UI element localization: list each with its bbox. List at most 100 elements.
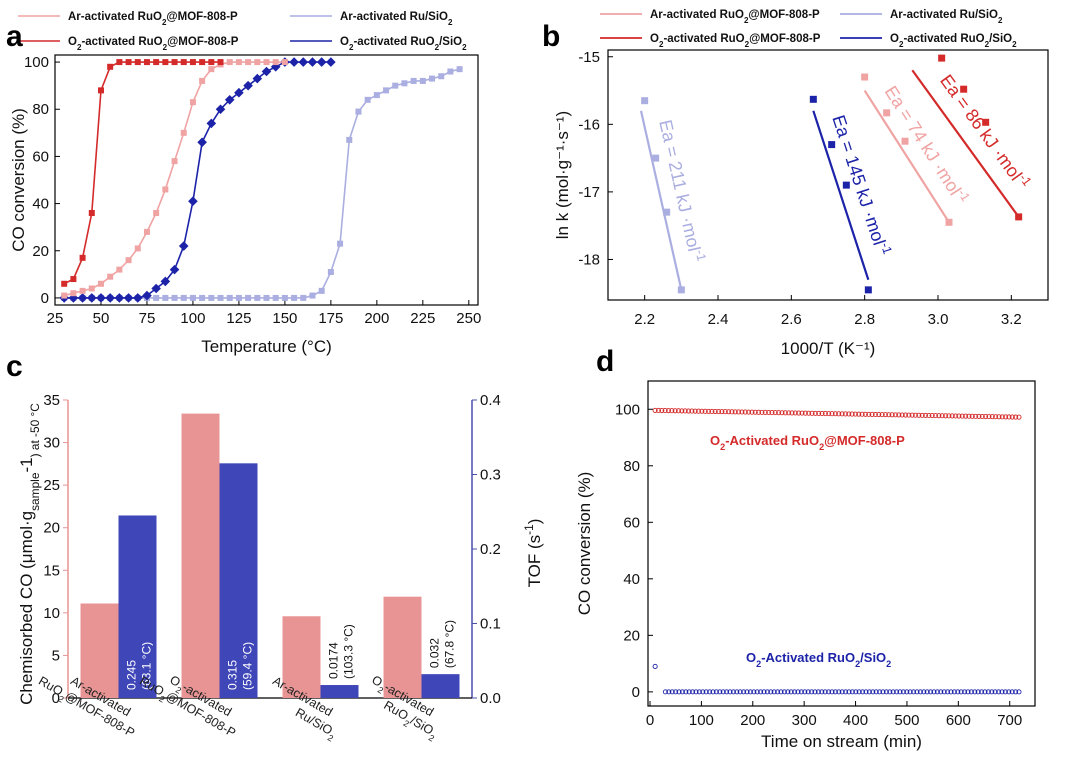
legend-label-part: O [650, 33, 659, 45]
data-point [692, 408, 698, 414]
series-label-mof-part: O [710, 433, 720, 448]
right-tick-label: 0.4 [480, 392, 501, 409]
legend-label-part: -activated RuO [663, 33, 744, 45]
data-point [217, 294, 224, 301]
data-point [199, 77, 206, 84]
data-point [410, 77, 417, 84]
data-point [737, 689, 743, 695]
data-point [938, 54, 946, 62]
x-tick-label: 75 [139, 310, 156, 327]
data-point [254, 59, 261, 66]
data-point [829, 689, 835, 695]
data-point [199, 294, 206, 301]
data-point [272, 59, 279, 66]
data-point [180, 129, 187, 136]
right-tick-label: 0.0 [480, 690, 501, 707]
legend-label-part: 2 [349, 43, 354, 52]
right-axis-title-part: TOF (s [525, 535, 544, 588]
legend-label-part: 2 [162, 18, 167, 27]
panel-letter-b: b [542, 20, 560, 53]
x-tick-label: 600 [946, 712, 971, 729]
data-point [151, 283, 161, 294]
right-tick-label: 0.3 [480, 467, 501, 484]
data-point [307, 57, 318, 67]
data-point [641, 97, 649, 105]
data-point [245, 294, 252, 301]
legend-label-part: 2 [744, 16, 749, 25]
series-label-mof-part: @MOF-808-P [824, 433, 905, 448]
data-point [162, 294, 169, 301]
right-axis-title-part: -1 [522, 524, 536, 535]
data-point [764, 689, 770, 695]
data-point [1015, 213, 1023, 221]
data-point [882, 412, 889, 418]
data-point [1009, 414, 1015, 420]
legend-label: Ar-activated Ru/SiO2 [890, 9, 1003, 25]
data-point [849, 689, 855, 695]
data-point [792, 689, 798, 695]
data-point [894, 689, 900, 695]
legend-label-part: 2 [435, 43, 440, 52]
x-tick-label: 2.2 [634, 311, 655, 328]
y-axis-title: CO conversion (%) [575, 472, 594, 616]
series-label-sio2-part: 2 [756, 659, 761, 669]
data-point [819, 410, 825, 417]
data-point [143, 228, 150, 235]
data-point [926, 412, 932, 419]
data-point [924, 689, 930, 695]
data-point [972, 689, 978, 695]
data-point [921, 689, 927, 695]
right-tick-label: 0.2 [480, 541, 501, 558]
data-point [799, 410, 805, 416]
data-point [932, 413, 939, 419]
data-point [962, 689, 968, 695]
data-point [968, 689, 974, 695]
data-point [986, 414, 992, 420]
data-point [300, 294, 307, 301]
legend-label-part: 2 [448, 18, 453, 27]
data-point [392, 82, 399, 89]
data-point [798, 689, 804, 695]
data-point [842, 181, 850, 189]
data-point [720, 689, 726, 695]
x-tick-label: 150 [272, 310, 297, 327]
data-point [775, 689, 781, 695]
data-point [852, 411, 858, 417]
data-point [839, 411, 845, 417]
panel-letter-d: d [596, 345, 614, 378]
data-point [699, 408, 705, 414]
data-point [826, 689, 832, 695]
data-point [703, 689, 709, 695]
x-tick-label: 200 [364, 310, 389, 327]
data-point [762, 409, 768, 415]
data-point [892, 412, 899, 418]
y-tick-label: 60 [623, 514, 640, 531]
data-point [832, 411, 838, 417]
x-tick-label: 100 [689, 712, 714, 729]
data-point [665, 408, 672, 414]
data-point [896, 412, 902, 418]
data-point [796, 410, 802, 416]
series-line [64, 61, 331, 299]
legend-label-part: -activated RuO [353, 36, 434, 48]
y-tick-label: -15 [578, 49, 600, 66]
data-point [125, 257, 132, 264]
data-point [945, 218, 953, 226]
data-point [856, 411, 862, 417]
data-point [153, 59, 160, 66]
data-point [724, 689, 730, 695]
data-point [709, 408, 715, 414]
data-point [938, 689, 944, 695]
data-point [695, 408, 702, 414]
data-point [842, 411, 848, 417]
data-point [226, 59, 233, 66]
legend-label-part: 2 [899, 40, 904, 49]
data-point [70, 290, 77, 297]
fit-line [639, 110, 683, 291]
data-point [178, 241, 189, 251]
data-point [180, 294, 187, 301]
panel-c: 0 5 10 15 20 25 30 35 0.0 0.1 0.2 0.3 0.4 Chemisorbed… [17, 392, 544, 744]
data-point [261, 66, 272, 77]
legend-label-part: 2 [998, 16, 1003, 25]
